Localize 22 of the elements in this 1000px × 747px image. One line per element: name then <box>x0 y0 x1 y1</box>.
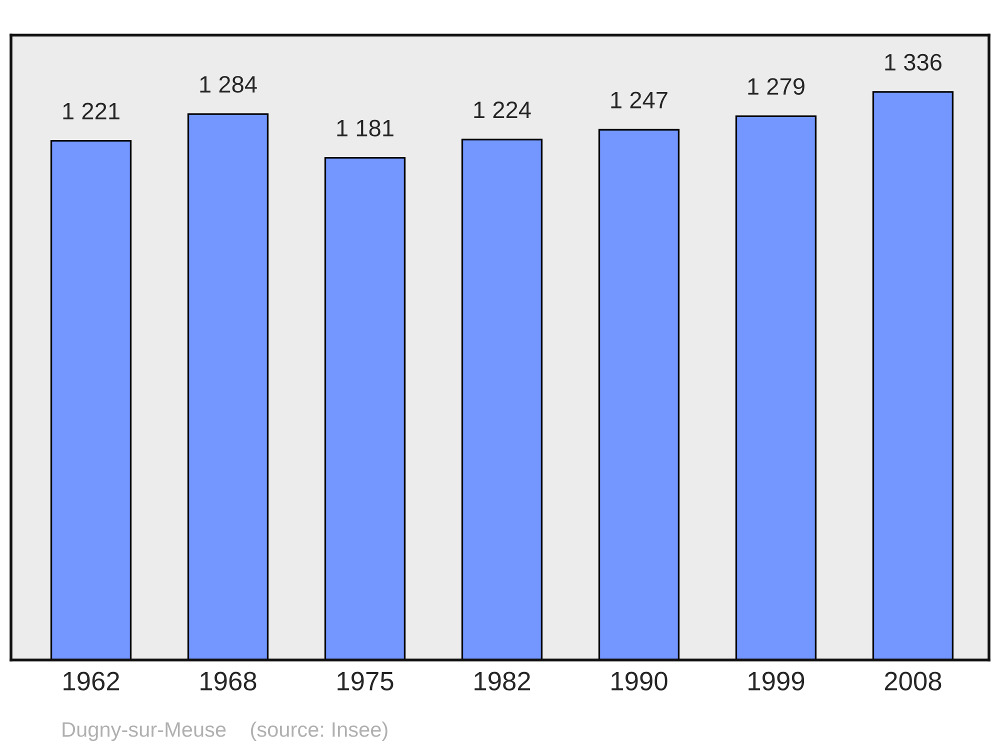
x-tick-label: 1999 <box>748 672 804 690</box>
bar <box>735 115 817 660</box>
bar <box>324 156 406 660</box>
data-label: 1 221 <box>63 102 120 120</box>
data-label: 1 247 <box>611 92 668 108</box>
x-tick-label: 1975 <box>338 672 394 690</box>
bar <box>598 128 680 660</box>
text: Dugny-sur-Meuse (source: Insee) <box>62 722 388 742</box>
x-tick-label: 1968 <box>200 672 256 690</box>
x-tick-label: 1990 <box>612 672 668 690</box>
x-tick-label: 1962 <box>64 672 120 690</box>
data-label: 1 279 <box>748 78 804 95</box>
data-label: 1 336 <box>885 54 942 71</box>
bar <box>187 113 269 660</box>
data-label: 1 224 <box>474 101 531 118</box>
x-tick-label: 2008 <box>884 672 942 690</box>
bar <box>461 138 543 660</box>
data-label: 1 284 <box>200 76 257 93</box>
data-label: 1 181 <box>337 120 394 136</box>
bar <box>50 140 132 660</box>
bar <box>872 91 954 660</box>
x-tick-label: 1982 <box>474 672 530 690</box>
